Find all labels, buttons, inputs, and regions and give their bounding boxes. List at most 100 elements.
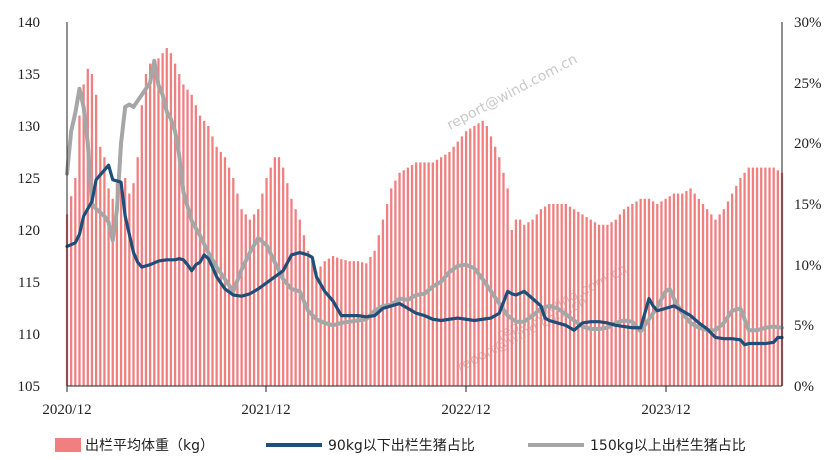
bar: [685, 191, 688, 386]
bar: [660, 201, 663, 386]
bar: [751, 167, 755, 386]
bar: [618, 214, 622, 386]
bar: [676, 193, 680, 386]
right-tick-label: 15%: [794, 197, 822, 213]
bar: [477, 123, 480, 387]
bar: [489, 136, 493, 386]
bar: [373, 250, 376, 386]
bar: [385, 204, 389, 386]
bar: [452, 146, 455, 386]
bar: [273, 157, 276, 386]
right-tick-label: 5%: [794, 318, 814, 334]
bar: [747, 167, 750, 386]
bar: [460, 136, 464, 386]
bar: [606, 224, 609, 386]
bar: [190, 94, 193, 387]
x-tick-label: 2020/12: [42, 402, 91, 418]
bar: [718, 214, 721, 386]
bar: [597, 224, 601, 386]
bar: [298, 219, 301, 386]
bar: [589, 219, 592, 386]
bar: [390, 188, 393, 386]
bar: [103, 157, 106, 386]
line-90kg-share: [65, 163, 784, 347]
bar: [610, 222, 613, 386]
bar: [485, 126, 488, 386]
bar: [236, 193, 239, 386]
bar: [223, 157, 227, 386]
right-tick-label: 0%: [794, 379, 814, 395]
bar: [369, 257, 372, 386]
bar: [315, 271, 318, 386]
bar: [764, 167, 767, 386]
legend: 出栏平均体重（kg） 90kg以下出栏生猪占比 150kg以上出栏生猪占比: [55, 438, 746, 454]
bar: [115, 183, 119, 386]
bar: [153, 61, 156, 386]
bar: [510, 230, 513, 386]
bar: [631, 204, 634, 386]
bar: [149, 63, 152, 386]
legend-label-150kg: 150kg以上出栏生猪占比: [590, 438, 746, 454]
bar: [178, 74, 181, 386]
right-tick-label: 20%: [794, 136, 822, 152]
bar: [506, 188, 509, 386]
left-tick-label: 110: [18, 327, 40, 343]
bar: [735, 185, 738, 386]
bar: [627, 206, 630, 386]
bar: [706, 209, 709, 386]
bar: [548, 204, 551, 386]
bar: [639, 198, 642, 386]
bar: [124, 178, 127, 386]
bar: [94, 94, 98, 387]
bar: [431, 162, 434, 386]
bar: [573, 209, 576, 386]
bar: [726, 201, 730, 386]
bar: [556, 204, 559, 386]
bar: [165, 48, 168, 386]
bar: [635, 201, 638, 386]
bar: [269, 167, 272, 386]
bar: [481, 120, 484, 387]
bar: [527, 222, 530, 386]
bar: [70, 196, 73, 386]
line-series-group: [65, 58, 784, 347]
bar: [410, 165, 414, 386]
bar: [448, 152, 451, 386]
bar: [169, 53, 173, 386]
bar: [593, 222, 597, 386]
bar: [302, 235, 306, 386]
bar: [319, 266, 322, 386]
left-tick-label: 130: [18, 119, 41, 135]
bar: [423, 162, 426, 386]
bar: [730, 193, 734, 386]
bar: [294, 209, 297, 386]
bar: [531, 219, 534, 386]
bar: [415, 162, 418, 386]
bar: [331, 256, 335, 386]
bar: [128, 193, 131, 386]
bar: [306, 250, 310, 386]
bar: [581, 214, 584, 386]
bar: [622, 209, 626, 386]
bar: [361, 262, 364, 386]
bar: [614, 219, 617, 386]
bar: [132, 183, 135, 386]
bar: [494, 146, 497, 386]
right-tick-label: 10%: [794, 258, 822, 274]
bar: [444, 154, 447, 386]
legend-label-90kg: 90kg以下出栏生猪占比: [328, 438, 475, 454]
bar: [252, 214, 256, 386]
bar: [144, 74, 148, 386]
bar: [219, 152, 222, 386]
bar: [336, 257, 339, 386]
bar: [107, 188, 110, 386]
bar: [402, 170, 405, 386]
bar: [568, 206, 572, 386]
bar: [760, 167, 763, 386]
bar: [672, 193, 676, 386]
bar: [419, 162, 422, 386]
bar: [232, 178, 235, 386]
bar: [198, 115, 202, 386]
bar: [743, 172, 746, 386]
bar: [74, 178, 77, 386]
